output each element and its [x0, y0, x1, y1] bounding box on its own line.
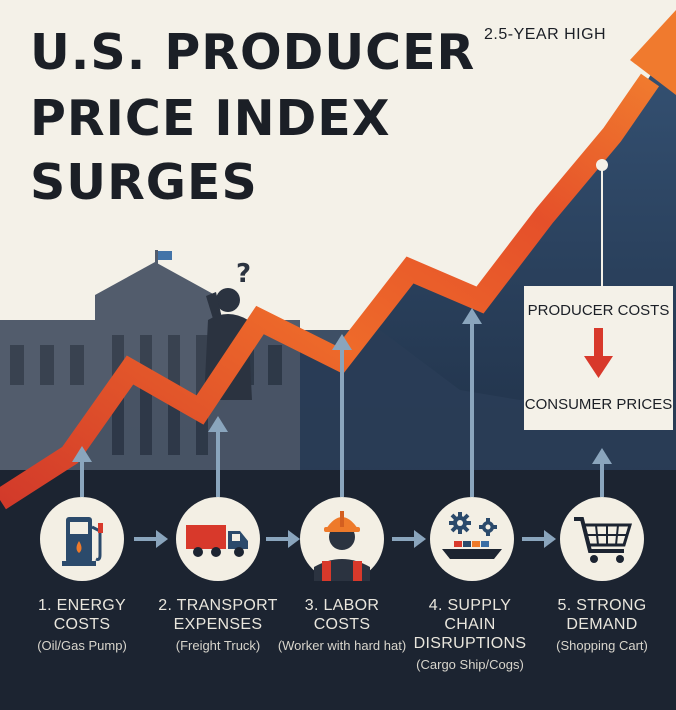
- step-desc: (Cargo Ship/Cogs): [416, 657, 524, 672]
- title-line-3: SURGES: [30, 154, 258, 211]
- step-label: 4. SUPPLY CHAIN DISRUPTIONS: [413, 597, 527, 652]
- chevron-right-icon: [266, 530, 300, 548]
- freight-truck-icon: [176, 497, 260, 581]
- chevron-right-icon: [522, 530, 556, 548]
- trend-arrowhead: [630, 10, 676, 95]
- callout-consumer-prices: CONSUMER PRICES: [524, 396, 673, 413]
- title-line-2: PRICE INDEX: [30, 90, 391, 147]
- step-desc: (Worker with hard hat): [277, 638, 407, 653]
- title-line-1: U.S. PRODUCER: [30, 24, 476, 81]
- step-label: 1. ENERGY COSTS: [37, 597, 127, 633]
- shopping-cart-icon: [560, 497, 644, 581]
- step-supply-chain: 4. SUPPLY CHAIN DISRUPTIONS (Cargo Ship/…: [405, 596, 535, 673]
- step-desc: (Freight Truck): [175, 638, 261, 653]
- navy-hill: [200, 330, 676, 480]
- gas-pump-icon: [40, 497, 124, 581]
- step-demand: 5. STRONG DEMAND (Shopping Cart): [537, 596, 667, 654]
- step-energy: 1. ENERGY COSTS (Oil/Gas Pump): [17, 596, 147, 654]
- chevron-right-icon: [392, 530, 426, 548]
- chevron-right-icon: [134, 530, 168, 548]
- callout-producer-costs: PRODUCER COSTS: [527, 302, 670, 319]
- down-arrow-icon: [584, 328, 613, 378]
- step-desc: (Shopping Cart): [556, 638, 648, 653]
- question-mark: ?: [236, 259, 251, 289]
- cargo-ship-cogs-icon: [430, 497, 514, 581]
- worker-hardhat-icon: [300, 497, 384, 581]
- step-label: 5. STRONG DEMAND: [557, 597, 647, 633]
- navy-area: [0, 40, 676, 500]
- step-transport: 2. TRANSPORT EXPENSES (Freight Truck): [153, 596, 283, 654]
- peak-badge: 2.5-YEAR HIGH: [484, 26, 607, 43]
- up-arrows: [72, 308, 612, 497]
- step-desc: (Oil/Gas Pump): [37, 638, 127, 653]
- cost-passthrough-callout: PRODUCER COSTS CONSUMER PRICES: [524, 286, 673, 430]
- step-label: 2. TRANSPORT EXPENSES: [158, 597, 278, 633]
- step-label: 3. LABOR COSTS: [304, 597, 380, 633]
- step-labor: 3. LABOR COSTS (Worker with hard hat): [277, 596, 407, 654]
- peak-marker: [596, 159, 608, 286]
